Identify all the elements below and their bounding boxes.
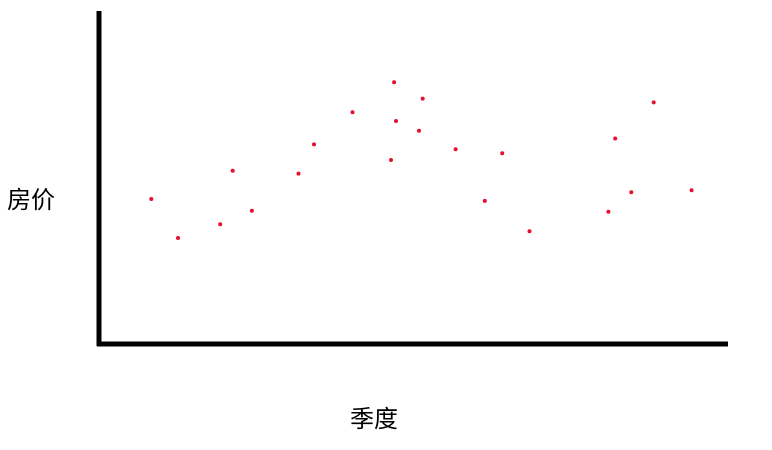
data-point-21 bbox=[651, 100, 656, 105]
data-point-7 bbox=[312, 142, 316, 147]
data-point-20 bbox=[629, 190, 634, 195]
data-point-2 bbox=[176, 236, 180, 240]
data-point-1 bbox=[149, 197, 154, 201]
data-point-22 bbox=[689, 188, 694, 193]
data-point-5 bbox=[249, 208, 254, 213]
data-point-19 bbox=[613, 136, 618, 141]
data-point-6 bbox=[296, 171, 301, 176]
data-point-10 bbox=[392, 80, 397, 85]
data-point-18 bbox=[606, 209, 611, 214]
data-point-15 bbox=[482, 198, 487, 203]
points-layer bbox=[149, 80, 694, 240]
y-axis-label: 房价 bbox=[7, 186, 55, 214]
data-point-8 bbox=[350, 110, 355, 115]
data-point-3 bbox=[218, 222, 223, 227]
data-point-9 bbox=[389, 158, 393, 162]
data-point-4 bbox=[230, 168, 235, 173]
data-point-14 bbox=[453, 147, 458, 152]
x-axis-label: 季度 bbox=[350, 405, 398, 433]
data-point-13 bbox=[420, 96, 425, 101]
data-point-17 bbox=[527, 229, 532, 234]
data-point-11 bbox=[394, 119, 398, 123]
data-point-16 bbox=[500, 151, 505, 156]
data-point-12 bbox=[417, 128, 421, 133]
